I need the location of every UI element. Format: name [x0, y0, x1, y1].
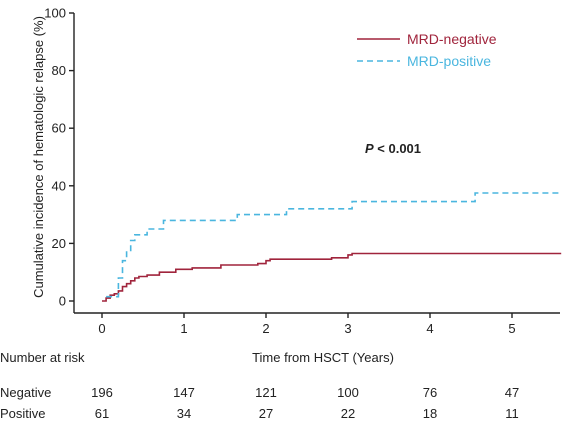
x-tick-label: 0 [98, 321, 105, 336]
y-tick-label: 100 [44, 6, 66, 21]
p-value-symbol: P [365, 141, 374, 156]
risk-value: 47 [505, 385, 519, 400]
risk-table-header: Number at risk [0, 350, 85, 365]
x-tick-label: 3 [344, 321, 351, 336]
x-tick-label: 1 [180, 321, 187, 336]
x-tick-label: 2 [262, 321, 269, 336]
p-value-text: < 0.001 [374, 141, 421, 156]
risk-value: 147 [173, 385, 195, 400]
y-axis-label: Cumulative incidence of hematologic rela… [31, 16, 46, 298]
risk-value: 27 [259, 406, 273, 421]
legend: MRD-negative MRD-positive [357, 31, 497, 69]
series-line-mrd-positive [106, 192, 562, 298]
risk-value: 22 [341, 406, 355, 421]
risk-table: Number at risk Negative 196 147 121 100 76 47 Po… [0, 350, 519, 421]
x-tick-label: 4 [426, 321, 433, 336]
p-value-annotation: P < 0.001 [365, 141, 421, 156]
risk-value: 100 [337, 385, 359, 400]
y-tick-label: 40 [52, 178, 66, 193]
x-axis-label: Time from HSCT (Years) [252, 350, 394, 365]
annotation-layer: P < 0.001 [365, 141, 421, 156]
y-tick-label: 80 [52, 63, 66, 78]
legend-label-mrd-positive: MRD-positive [407, 53, 491, 69]
risk-row-label: Negative [0, 385, 51, 400]
series-line-mrd-negative [102, 252, 562, 302]
risk-value: 121 [255, 385, 277, 400]
risk-value: 76 [423, 385, 437, 400]
y-tick-label: 0 [59, 294, 66, 309]
y-tick-label: 60 [52, 121, 66, 136]
risk-value: 34 [177, 406, 191, 421]
risk-value: 11 [505, 406, 519, 421]
risk-value: 61 [95, 406, 109, 421]
x-tick-label: 5 [508, 321, 515, 336]
risk-row-label: Positive [0, 406, 46, 421]
risk-value: 196 [91, 385, 113, 400]
legend-label-mrd-negative: MRD-negative [407, 31, 497, 47]
y-tick-label: 20 [52, 236, 66, 251]
risk-value: 18 [423, 406, 437, 421]
series-layer [102, 192, 562, 302]
axes-layer: 0 20 40 60 80 100 0 1 2 3 4 5 Cumulative incidence o… [31, 6, 560, 365]
